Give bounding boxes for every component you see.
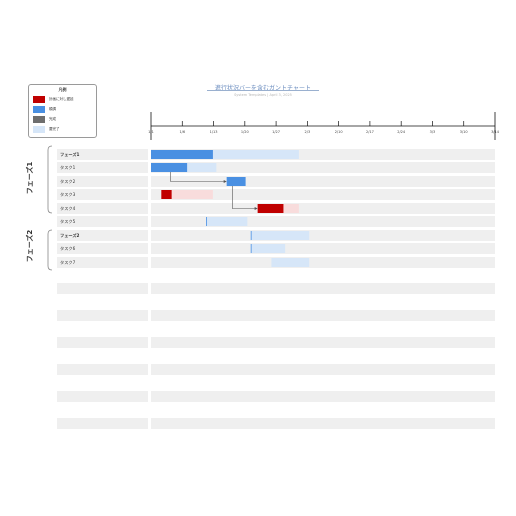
legend-title: 凡例 [58,87,67,92]
row-track [151,257,495,268]
row-label-cell: タスク5 [57,216,148,227]
legend-item-delayed: 計画に対し遅延 [33,96,95,104]
row-label-cell [57,283,148,294]
gantt-bar-remaining [271,258,310,267]
dependency-arrow [232,186,256,209]
legend: 凡例 計画に対し遅延 順調 完成 要完了 [28,84,97,138]
row-label: フェーズ1 [60,152,80,157]
row-track [151,283,495,294]
row-label-cell: タスク2 [57,176,148,187]
gantt-bar-remaining [161,190,213,199]
row-label-cell: フェーズ1 [57,149,148,160]
timeline-tick-label: 1/6 [179,130,186,134]
row-label: タスク6 [60,246,76,251]
phase-bracket-1 [47,145,53,214]
row-label-cell [57,310,148,321]
gantt-bar-progress [257,204,284,213]
row-label-cell: タスク1 [57,162,148,173]
legend-swatch [33,126,45,133]
row-track [151,216,495,227]
title-divider [207,90,319,91]
gantt-bar-remaining [206,217,248,226]
chart-title: 進行状況バーを含むガントチャート [215,85,311,92]
timeline-tick-label: 1/13 [209,130,218,134]
row-label: フェーズ2 [60,233,80,238]
row-track [151,189,495,200]
row-label: タスク4 [60,206,76,211]
legend-label: 順調 [49,107,56,111]
row-label-cell [57,418,148,429]
row-label-cell: タスク3 [57,189,148,200]
dependency-arrow [170,172,225,182]
row-track [151,418,495,429]
gantt-bar-progress [226,177,246,186]
row-label: タスク3 [60,192,76,197]
gantt-bar-progress [161,190,172,199]
row-track [151,162,495,173]
gantt-bar-progress [151,163,188,172]
gantt-bar-remaining [250,231,310,240]
gantt-bar-progress [151,150,213,159]
gantt-bar-remaining [151,150,299,159]
legend-swatch [33,116,45,123]
legend-swatch [33,96,45,103]
row-track [151,310,495,321]
row-track [151,391,495,402]
dependency-arrowhead [254,207,258,210]
gantt-bar-remaining [250,244,286,253]
timeline-tick-label: 2/24 [397,130,406,134]
row-track [151,364,495,375]
legend-item-complete: 完成 [33,116,95,124]
row-label-cell: タスク4 [57,203,148,214]
timeline-tick-label: 2/10 [334,130,343,134]
legend-item-todo: 要完了 [33,126,95,134]
row-track [151,230,495,241]
row-label: タスク2 [60,179,76,184]
timeline-tick-label: 3/3 [429,130,436,134]
row-label: タスク1 [60,165,76,170]
row-label: タスク7 [60,260,76,265]
row-track [151,337,495,348]
legend-label: 完成 [49,117,56,121]
row-track [151,176,495,187]
row-label-cell: タスク7 [57,257,148,268]
timeline-tick-label: 2/17 [365,130,374,134]
legend-label: 要完了 [49,127,60,131]
row-label-cell [57,364,148,375]
row-label-cell [57,391,148,402]
row-track [151,149,495,160]
row-label: タスク5 [60,219,76,224]
dependency-arrowhead [223,180,227,183]
timeline-tick-label: 1/20 [240,130,249,134]
gantt-bar-progress [250,244,252,253]
legend-swatch [33,106,45,113]
row-label-cell: フェーズ2 [57,230,148,241]
row-label-cell [57,337,148,348]
legend-label: 計画に対し遅延 [49,97,74,101]
timeline-tick-label: 1/27 [272,130,281,134]
row-label-cell: タスク6 [57,243,148,254]
chart-subtitle: System Templates | April 3, 2025 [234,93,292,97]
phase-bracket-2 [47,229,53,271]
row-track [151,203,495,214]
timeline-tick-label: 3/10 [459,130,468,134]
row-track [151,243,495,254]
gantt-bar-progress [206,217,207,226]
gantt-bar-progress [250,231,252,240]
legend-item-on-track: 順調 [33,106,95,114]
timeline-tick-label: 2/3 [304,130,311,134]
